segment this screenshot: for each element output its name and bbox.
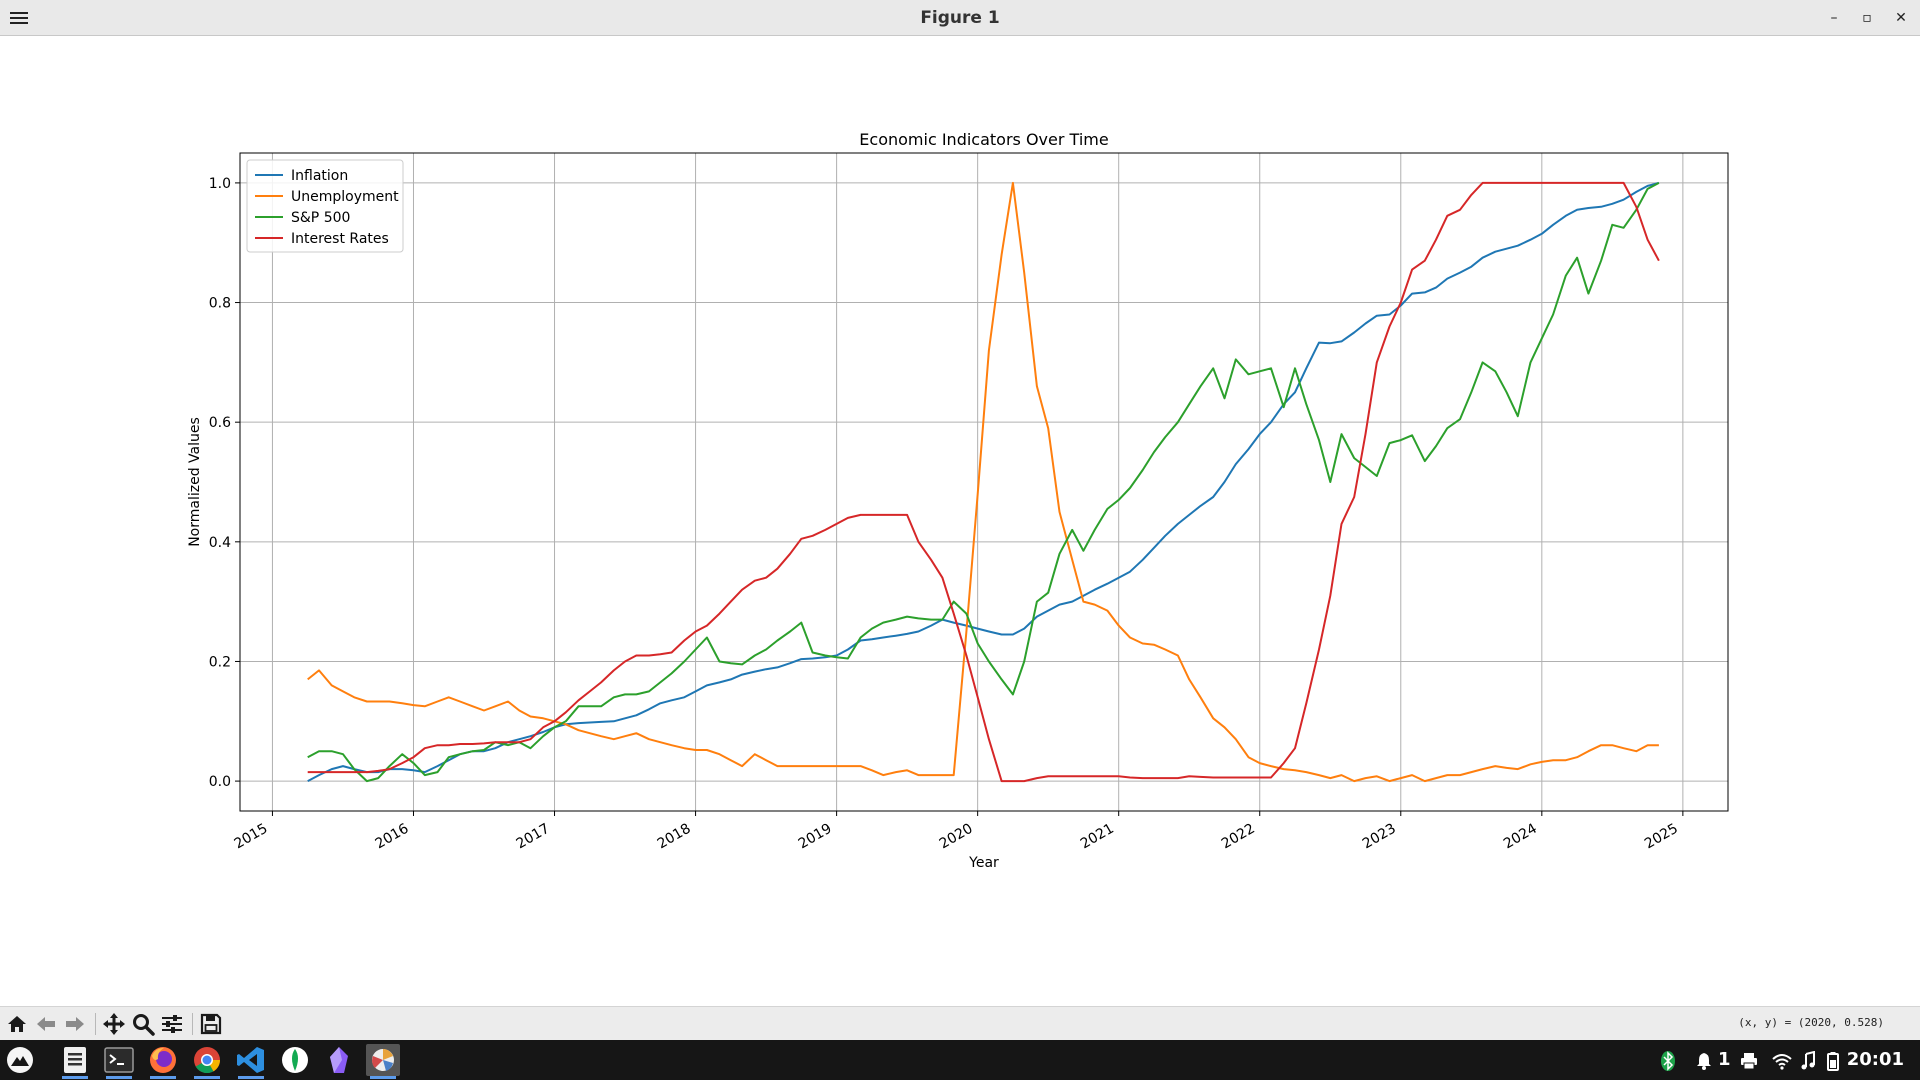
- legend: Inflation Unemployment S&P 500 Interest Rat…: [246, 159, 404, 253]
- y-tick-label: 1.0: [209, 176, 231, 192]
- clock: 20:01: [1846, 1049, 1904, 1070]
- home-icon: [8, 1016, 26, 1032]
- move-icon: [103, 1013, 125, 1035]
- window-titlebar: Figure 1 – ▫ ✕: [0, 0, 1920, 36]
- legend-label: Unemployment: [291, 189, 399, 205]
- y-tick-label: 0.0: [209, 774, 231, 790]
- y-axis-ticks: 0.0 0.2 0.4 0.6 0.8 1.0: [209, 176, 240, 790]
- zoom-button[interactable]: [130, 1011, 156, 1037]
- navigation-toolbar: (x, y) = (2020, 0.528): [0, 1006, 1920, 1040]
- legend-box: [246, 159, 404, 253]
- files-icon[interactable]: [58, 1044, 92, 1079]
- wifi-icon[interactable]: [1772, 1040, 1792, 1080]
- y-tick-label: 0.6: [209, 415, 231, 431]
- y-axis-label: Normalized Values: [187, 417, 203, 547]
- obsidian-icon[interactable]: [322, 1044, 356, 1076]
- notification-count: 1: [1718, 1049, 1731, 1070]
- figure-canvas[interactable]: 2015 2016 2017 2018 2019 2020 2021 2022 2023 2024…: [0, 36, 1920, 1006]
- minimize-icon[interactable]: –: [1830, 10, 1838, 26]
- x-tick-label: 2017: [514, 821, 553, 853]
- music-icon[interactable]: [1800, 1040, 1816, 1080]
- plot-frame: [239, 152, 1729, 812]
- x-tick-label: 2018: [655, 821, 694, 853]
- home-button[interactable]: [4, 1011, 30, 1037]
- printer-icon[interactable]: [1739, 1040, 1759, 1080]
- series-line-0: [307, 181, 1660, 782]
- legend-label: S&P 500: [291, 210, 350, 226]
- y-tick-label: 0.8: [209, 296, 231, 312]
- series-line-2: [307, 182, 1660, 783]
- y-tick-label: 0.4: [209, 535, 231, 551]
- vscode-icon[interactable]: [234, 1044, 268, 1079]
- series-line-3: [307, 181, 1660, 783]
- chart-title: Economic Indicators Over Time: [859, 130, 1108, 149]
- figure-app-icon[interactable]: [366, 1044, 400, 1079]
- battery-icon[interactable]: [1826, 1040, 1840, 1080]
- grid-lines: [240, 153, 1728, 811]
- x-tick-label: 2021: [1078, 821, 1117, 853]
- floppy-icon: [200, 1013, 222, 1035]
- x-axis-ticks: 2015 2016 2017 2018 2019 2020 2021 2022 2023 2024…: [232, 811, 1684, 853]
- arrow-left-icon: [37, 1017, 55, 1031]
- x-tick-label: 2019: [796, 821, 835, 853]
- chrome-icon[interactable]: [190, 1044, 224, 1079]
- pan-button[interactable]: [101, 1011, 127, 1037]
- notifications-icon[interactable]: [1695, 1040, 1713, 1080]
- x-tick-label: 2022: [1219, 821, 1258, 853]
- series-line-1: [307, 181, 1659, 783]
- x-tick-label: 2025: [1642, 821, 1681, 853]
- forward-button[interactable]: [62, 1011, 88, 1037]
- x-axis-label: Year: [968, 855, 999, 871]
- sliders-icon: [162, 1015, 182, 1033]
- configure-subplots-button[interactable]: [159, 1011, 185, 1037]
- bluetooth-icon[interactable]: [1660, 1040, 1676, 1080]
- y-tick-label: 0.2: [209, 654, 231, 670]
- window-title: Figure 1: [920, 8, 1000, 28]
- maximize-icon[interactable]: ▫: [1862, 10, 1872, 26]
- terminal-icon[interactable]: [102, 1044, 136, 1079]
- x-tick-label: 2015: [232, 821, 271, 853]
- magnifier-icon: [133, 1014, 155, 1036]
- taskbar: 1 20:01: [0, 1040, 1920, 1080]
- x-tick-label: 2023: [1360, 821, 1399, 853]
- x-tick-label: 2016: [373, 821, 412, 853]
- x-tick-label: 2024: [1501, 821, 1540, 853]
- hamburger-menu-icon[interactable]: [10, 9, 28, 27]
- back-button[interactable]: [33, 1011, 59, 1037]
- mongodb-icon[interactable]: [278, 1044, 312, 1076]
- x-tick-label: 2020: [937, 821, 976, 853]
- launcher-icon[interactable]: [3, 1044, 37, 1076]
- close-icon[interactable]: ✕: [1895, 10, 1907, 26]
- save-button[interactable]: [198, 1011, 224, 1037]
- line-chart: 2015 2016 2017 2018 2019 2020 2021 2022 2023 2024…: [187, 130, 1729, 871]
- legend-label: Inflation: [291, 168, 348, 184]
- cursor-coordinates: (x, y) = (2020, 0.528): [1738, 1016, 1884, 1029]
- firefox-icon[interactable]: [146, 1044, 180, 1079]
- series-lines: [307, 181, 1660, 783]
- legend-label: Interest Rates: [291, 231, 389, 247]
- arrow-right-icon: [66, 1017, 84, 1031]
